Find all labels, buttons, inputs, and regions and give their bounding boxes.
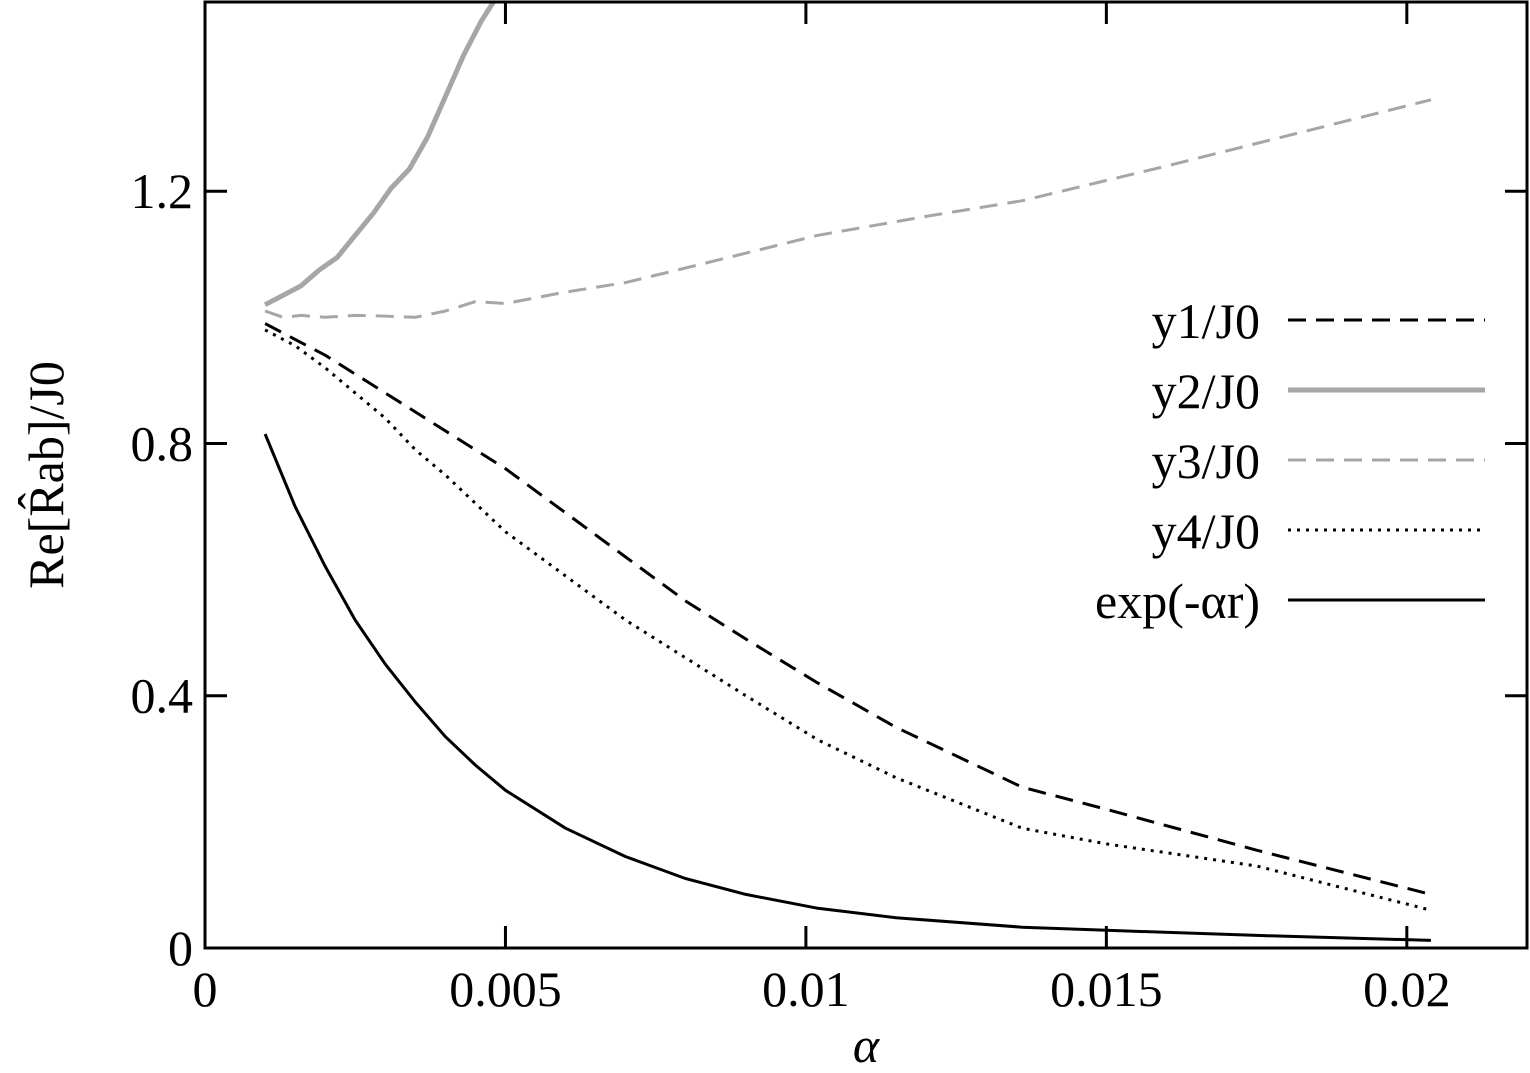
series-line-y4-j0 xyxy=(264,328,1432,912)
x-tick-label: 0.015 xyxy=(1050,961,1163,1017)
series-line-y1-j0 xyxy=(264,322,1432,896)
y-axis-label: Re[R̂ab]/J0 xyxy=(17,361,74,589)
x-tick-label: 0 xyxy=(193,961,218,1017)
legend-label-y3-j0: y3/J0 xyxy=(1152,433,1260,489)
legend-label-y1-j0: y1/J0 xyxy=(1152,293,1260,349)
plot-frame xyxy=(203,0,1529,950)
legend: y1/J0 y2/J0 y3/J0 y4/J0 exp(-αr) xyxy=(1095,293,1485,629)
x-axis-label: α xyxy=(853,1017,881,1073)
series-line-y3-j0 xyxy=(264,98,1432,319)
y-tick-label: 0.8 xyxy=(131,415,194,471)
y-tick-label: 0.4 xyxy=(131,668,194,724)
axis-ticks xyxy=(203,2,1527,950)
x-tick-label: 0.02 xyxy=(1363,961,1451,1017)
series-line-exp-r xyxy=(263,433,1431,942)
y-tick-label: 1.2 xyxy=(131,163,194,219)
legend-label-y2-j0: y2/J0 xyxy=(1152,363,1260,419)
plot-lines xyxy=(263,2,1432,942)
x-tick-label: 0.01 xyxy=(762,961,850,1017)
legend-label-exp-r: exp(-αr) xyxy=(1095,573,1260,629)
x-tick-label: 0.005 xyxy=(449,961,562,1017)
tick-labels: 0 0.005 0.01 0.015 0.02 0 0.4 0.8 1.2 xyxy=(131,163,1451,1017)
series-line-y2-j0 xyxy=(263,2,496,307)
legend-label-y4-j0: y4/J0 xyxy=(1152,503,1260,559)
y-tick-label: 0 xyxy=(168,920,193,976)
